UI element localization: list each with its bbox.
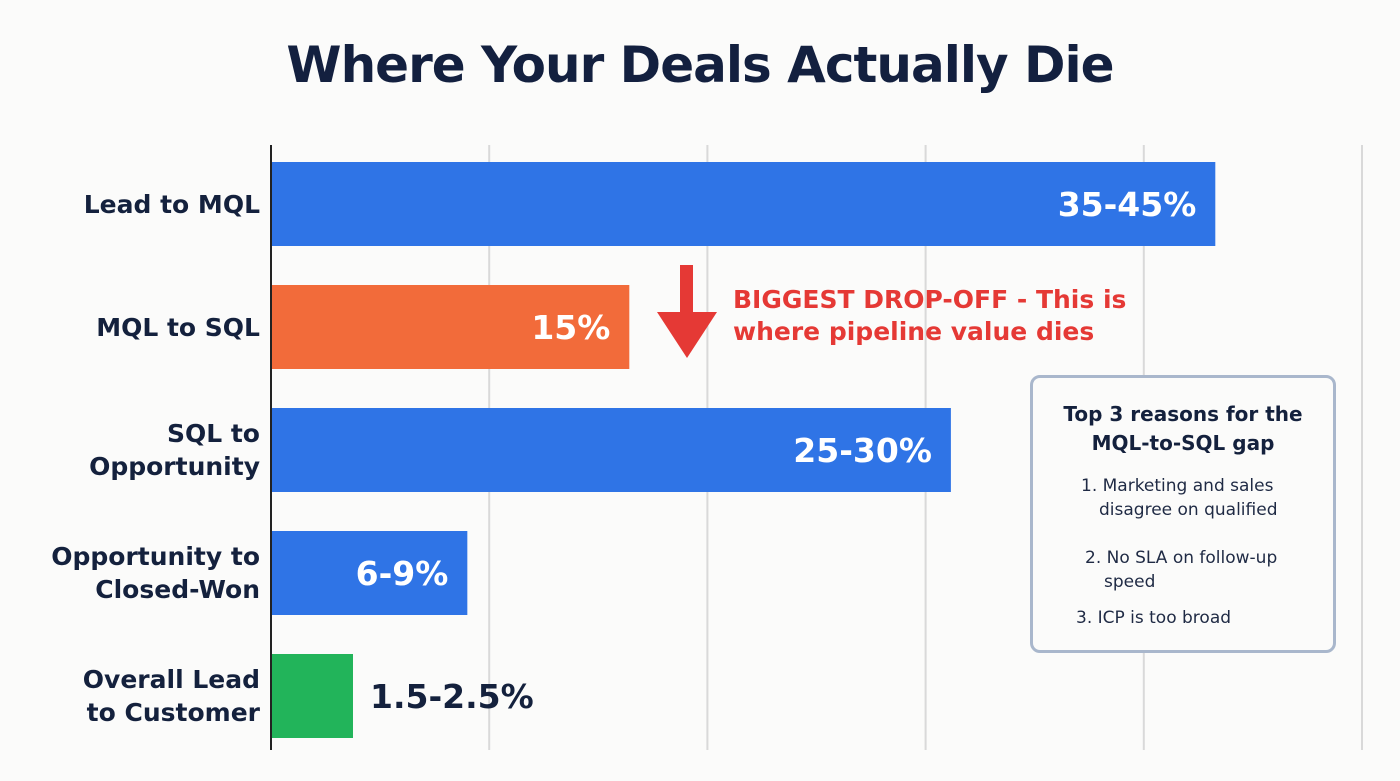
reason-line: speed [1104, 572, 1156, 592]
reason-item: 1. Marketing and sales disagree on quali… [1081, 474, 1277, 522]
reason-line: 3. ICP is too broad [1076, 608, 1232, 628]
category-label-line: SQL to [166, 419, 260, 448]
category-label-line: Opportunity to [51, 542, 260, 571]
reasons-box: Top 3 reasons for the MQL-to-SQL gap 1. … [1030, 375, 1336, 653]
bar [272, 285, 630, 369]
chart-title: Where Your Deals Actually Die [286, 36, 1114, 94]
drop-off-annotation: BIGGEST DROP-OFF - This is where pipelin… [733, 284, 1126, 348]
reason-item: 3. ICP is too broad [1076, 606, 1231, 630]
category-label-line: Opportunity [89, 452, 260, 481]
data-label: 15% [531, 308, 610, 347]
data-label: 35-45% [1058, 185, 1197, 224]
reasons-title: Top 3 reasons for the MQL-to-SQL gap [1033, 400, 1333, 458]
category-label: Overall Lead to Customer [10, 663, 260, 729]
data-label: 1.5-2.5% [370, 677, 534, 716]
category-label-line: Overall Lead [82, 665, 260, 694]
annotation-line: BIGGEST DROP-OFF - This is [733, 285, 1127, 314]
data-label: 6-9% [356, 554, 449, 593]
category-label: MQL to SQL [10, 311, 260, 344]
bar [272, 531, 468, 615]
bar [272, 162, 1216, 246]
bar [272, 654, 353, 738]
arrow-down-icon-head [657, 312, 717, 358]
bar [272, 408, 951, 492]
reason-line: disagree on qualified [1099, 500, 1278, 520]
category-label-line: MQL to SQL [96, 312, 260, 342]
reason-line: 1. Marketing and sales [1081, 476, 1274, 496]
data-label: 25-30% [793, 431, 932, 470]
reason-line: 2. No SLA on follow-up [1085, 548, 1278, 568]
reasons-title-line: Top 3 reasons for the [1063, 402, 1303, 426]
reason-item: 2. No SLA on follow-up speed [1085, 546, 1277, 594]
annotation-line: where pipeline value dies [733, 317, 1095, 346]
category-label: Opportunity to Closed-Won [10, 540, 260, 606]
category-label-line: to Customer [86, 698, 260, 727]
category-label: Lead to MQL [10, 188, 260, 221]
reasons-title-line: MQL-to-SQL gap [1091, 431, 1275, 455]
arrow-down-icon [680, 265, 693, 313]
category-label: SQL to Opportunity [10, 417, 260, 483]
category-label-line: Lead to MQL [83, 189, 260, 219]
category-label-line: Closed-Won [95, 575, 260, 604]
